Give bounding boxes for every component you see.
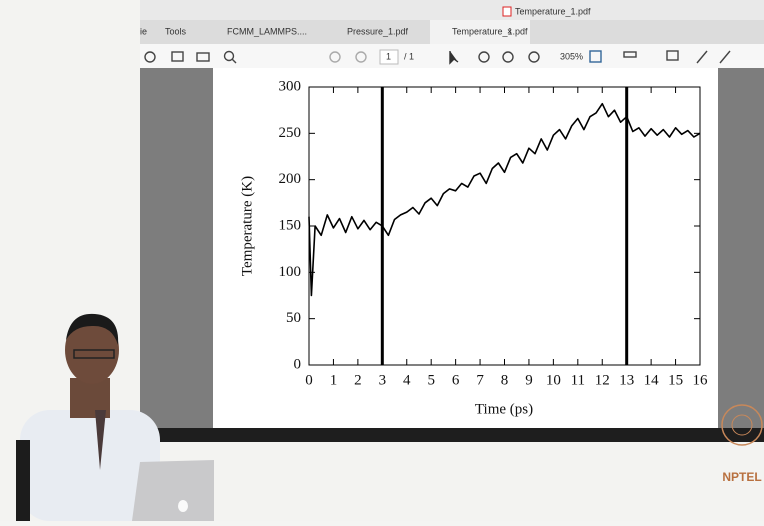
- y-axis-label: Temperature (K): [239, 176, 255, 276]
- x-tick-label: 15: [668, 372, 683, 388]
- presenter: [16, 313, 160, 521]
- y-tick-label: 100: [279, 264, 302, 280]
- tab[interactable]: Pressure_1.pdf: [347, 26, 409, 36]
- tab[interactable]: Temperature_1.pdf: [452, 26, 528, 36]
- x-tick-label: 8: [501, 372, 509, 388]
- x-tick-label: 5: [427, 372, 435, 388]
- window-title: Temperature_1.pdf: [515, 6, 591, 16]
- x-tick-label: 16: [693, 372, 709, 388]
- x-tick-label: 3: [379, 372, 387, 388]
- laptop: [132, 460, 214, 521]
- logo-text: NPTEL: [722, 470, 761, 484]
- x-tick-label: 2: [354, 372, 362, 388]
- page-number: 1: [386, 51, 391, 61]
- zoom-level[interactable]: 305%: [560, 51, 583, 61]
- x-tick-label: 13: [619, 372, 634, 388]
- title-bar: [140, 0, 764, 20]
- x-tick-label: 0: [305, 372, 313, 388]
- y-tick-label: 0: [294, 356, 302, 372]
- tab[interactable]: FCMM_LAMMPS....: [227, 26, 307, 36]
- y-tick-label: 200: [279, 171, 302, 187]
- plot: 0 1 2 3 4 5 6 7 8 9 10 11 12 13 14 15 160501001502002503…: [279, 78, 709, 388]
- x-tick-label: 4: [403, 372, 411, 388]
- x-tick-label: 14: [644, 372, 660, 388]
- tab[interactable]: ie: [140, 26, 147, 36]
- y-tick-label: 150: [279, 217, 302, 233]
- y-tick-label: 300: [279, 78, 302, 94]
- terminal-strip: [152, 428, 764, 442]
- x-tick-label: 7: [476, 372, 484, 388]
- temperature-line: [308, 102, 701, 297]
- x-tick-label: 10: [546, 372, 561, 388]
- pdf-page: [213, 68, 718, 428]
- logo: NPTEL: [721, 404, 763, 484]
- x-tick-label: 12: [595, 372, 610, 388]
- toolbar-icons[interactable]: [144, 50, 731, 65]
- active-tab[interactable]: [430, 20, 530, 44]
- x-tick-label: 9: [525, 372, 533, 388]
- x-axis-label: Time (ps): [475, 401, 533, 417]
- tab[interactable]: Tools: [165, 26, 187, 36]
- y-tick-label: 250: [279, 125, 302, 141]
- y-tick-label: 50: [286, 310, 301, 326]
- x-tick-label: 6: [452, 372, 460, 388]
- x-tick-label: 11: [571, 372, 585, 388]
- page-total: / 1: [404, 51, 414, 61]
- tab-close[interactable]: ×: [507, 26, 512, 36]
- pdf-icon: [502, 6, 512, 17]
- x-tick-label: 1: [330, 372, 338, 388]
- page-input[interactable]: [379, 49, 399, 65]
